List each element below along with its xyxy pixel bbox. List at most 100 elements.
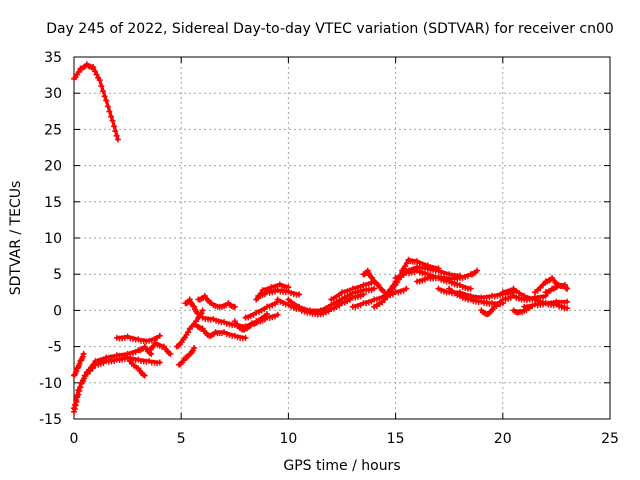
series-sat-g bbox=[126, 358, 148, 379]
data-point bbox=[141, 372, 148, 379]
data-point bbox=[76, 360, 83, 367]
y-tick-label: 20 bbox=[44, 159, 62, 175]
data-point bbox=[186, 296, 193, 303]
data-point bbox=[389, 283, 396, 290]
series-layer bbox=[71, 61, 571, 415]
x-tick-label: 20 bbox=[494, 431, 512, 447]
series-sat-n bbox=[231, 311, 281, 333]
data-point bbox=[90, 64, 97, 71]
x-tick-label: 15 bbox=[387, 431, 405, 447]
tick-layer: 0 5 10 15 20 25 -15 -10 -5 0 5 10 15 20 25 30 35 bbox=[39, 50, 619, 447]
x-tick-label: 10 bbox=[279, 431, 297, 447]
series-trace bbox=[72, 355, 162, 410]
x-tick-label: 5 bbox=[177, 431, 186, 447]
data-point bbox=[156, 359, 163, 366]
data-point bbox=[467, 285, 474, 292]
data-point bbox=[113, 132, 120, 139]
series-sat-d bbox=[71, 354, 163, 412]
data-point bbox=[296, 291, 303, 298]
chart-title: Day 245 of 2022, Sidereal Day-to-day VTE… bbox=[46, 21, 614, 37]
series-sat-i bbox=[176, 345, 198, 368]
data-point bbox=[191, 303, 198, 310]
series-sat-w bbox=[371, 256, 442, 310]
data-point bbox=[112, 128, 119, 135]
data-point bbox=[525, 305, 532, 312]
y-tick-label: 5 bbox=[53, 267, 62, 283]
x-tick-label: 25 bbox=[601, 431, 619, 447]
data-point bbox=[191, 345, 198, 352]
data-point bbox=[185, 329, 192, 336]
data-point bbox=[91, 68, 98, 75]
data-point bbox=[114, 136, 121, 143]
series-sat-c bbox=[71, 350, 87, 379]
data-point bbox=[231, 303, 238, 310]
data-point bbox=[274, 311, 281, 318]
data-point bbox=[194, 310, 201, 317]
data-point bbox=[80, 377, 87, 384]
data-point bbox=[167, 350, 174, 357]
y-tick-label: -15 bbox=[39, 412, 62, 428]
y-tick-label: 35 bbox=[44, 50, 62, 66]
data-point bbox=[93, 71, 100, 78]
series-sat-ah bbox=[510, 305, 532, 316]
data-point bbox=[110, 123, 117, 130]
data-point bbox=[109, 117, 116, 124]
y-tick-label: 10 bbox=[44, 231, 62, 247]
data-point bbox=[73, 368, 80, 375]
data-point bbox=[101, 93, 108, 100]
data-point bbox=[564, 298, 571, 305]
data-point bbox=[199, 307, 206, 314]
data-point bbox=[384, 290, 391, 297]
data-point bbox=[540, 282, 546, 289]
data-point bbox=[71, 405, 77, 412]
x-tick-label: 0 bbox=[70, 431, 79, 447]
data-point bbox=[74, 392, 81, 399]
data-point bbox=[96, 77, 103, 84]
series-sat-z bbox=[414, 267, 481, 285]
series-sat-f bbox=[146, 339, 174, 357]
data-point bbox=[367, 274, 374, 281]
data-point bbox=[242, 334, 249, 341]
data-point bbox=[564, 305, 571, 312]
series-sat-a bbox=[71, 61, 121, 143]
data-point bbox=[98, 83, 105, 90]
data-point bbox=[75, 69, 82, 76]
data-point bbox=[156, 332, 163, 339]
y-tick-label: 30 bbox=[44, 86, 62, 102]
data-point bbox=[474, 267, 481, 274]
y-tick-label: 25 bbox=[44, 122, 62, 138]
data-point bbox=[80, 350, 87, 357]
data-point bbox=[403, 285, 410, 292]
data-point bbox=[107, 113, 114, 120]
y-tick-label: 0 bbox=[53, 303, 62, 319]
x-axis-label: GPS time / hours bbox=[283, 458, 400, 474]
data-point bbox=[364, 267, 371, 274]
data-point bbox=[103, 97, 110, 104]
data-point bbox=[189, 302, 196, 309]
data-point bbox=[78, 380, 85, 387]
data-point bbox=[76, 384, 83, 391]
data-point bbox=[104, 103, 111, 110]
series-sat-l bbox=[195, 292, 238, 310]
data-point bbox=[106, 108, 113, 115]
series-sat-ae bbox=[521, 300, 571, 312]
data-point bbox=[99, 88, 106, 95]
data-point bbox=[564, 285, 571, 292]
data-point bbox=[79, 353, 86, 360]
y-tick-label: -5 bbox=[48, 340, 62, 356]
data-point bbox=[73, 397, 80, 404]
data-point bbox=[195, 311, 202, 318]
y-tick-label: -10 bbox=[39, 376, 62, 392]
series-sat-ab bbox=[435, 285, 517, 302]
y-tick-label: 15 bbox=[44, 195, 62, 211]
y-axis-label: SDTVAR / TECUs bbox=[8, 181, 24, 296]
series-sat-ag bbox=[542, 282, 571, 296]
series-sat-e bbox=[113, 332, 163, 345]
data-point bbox=[387, 286, 394, 293]
series-sat-s bbox=[285, 285, 378, 315]
series-sat-k bbox=[193, 321, 249, 342]
series-sat-q bbox=[255, 287, 303, 300]
data-point bbox=[72, 401, 79, 408]
data-point bbox=[403, 260, 410, 267]
